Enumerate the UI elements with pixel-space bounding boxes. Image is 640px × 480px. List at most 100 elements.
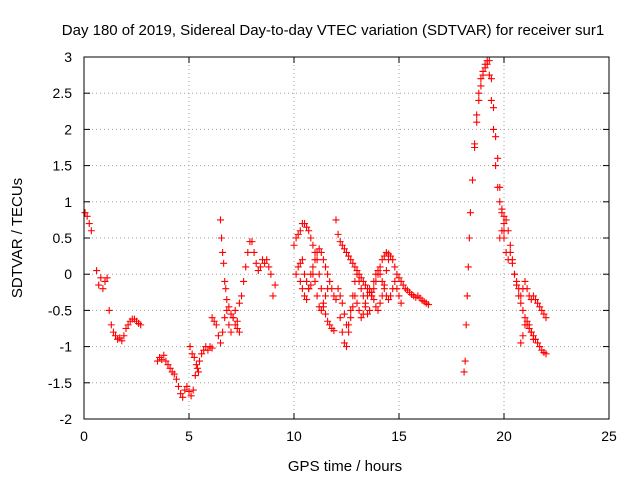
data-point bbox=[355, 306, 363, 314]
data-point bbox=[485, 57, 493, 65]
data-point bbox=[385, 296, 392, 304]
data-point bbox=[330, 292, 338, 300]
data-point bbox=[292, 270, 300, 278]
data-point bbox=[233, 325, 241, 332]
x-tick-label: 25 bbox=[601, 428, 617, 444]
data-point bbox=[315, 245, 323, 253]
data-point bbox=[376, 270, 384, 278]
data-point bbox=[191, 372, 199, 380]
data-point bbox=[97, 274, 105, 282]
data-point bbox=[374, 306, 382, 314]
data-point bbox=[519, 332, 527, 340]
data-point bbox=[256, 263, 264, 271]
data-point bbox=[504, 227, 512, 235]
data-point bbox=[332, 216, 340, 224]
data-point bbox=[324, 285, 332, 293]
data-point bbox=[208, 344, 216, 352]
data-point bbox=[294, 263, 302, 271]
data-point bbox=[181, 386, 189, 394]
data-point bbox=[175, 382, 182, 390]
data-point bbox=[527, 328, 535, 336]
data-point bbox=[540, 310, 548, 318]
data-point bbox=[349, 303, 357, 311]
data-point bbox=[477, 75, 485, 83]
data-point bbox=[332, 296, 340, 304]
data-point bbox=[498, 209, 506, 217]
y-tick-labels: -2 -1.5 -1 -0.5 0 0.5 1 1.5 2 2.5 3 bbox=[48, 49, 72, 427]
data-point bbox=[188, 350, 196, 358]
data-point bbox=[508, 259, 516, 267]
data-point bbox=[357, 314, 365, 322]
data-point bbox=[229, 314, 237, 322]
data-point bbox=[391, 277, 399, 285]
series-arc4 bbox=[186, 343, 202, 376]
series-arc10 bbox=[296, 263, 332, 314]
data-point bbox=[298, 256, 306, 264]
data-point bbox=[223, 296, 231, 304]
data-point bbox=[483, 60, 491, 68]
data-point bbox=[368, 288, 376, 296]
data-point bbox=[164, 361, 172, 369]
data-point bbox=[210, 317, 218, 325]
data-point bbox=[399, 281, 407, 289]
data-point bbox=[532, 296, 539, 304]
axis-ticks bbox=[83, 56, 610, 420]
series-arc15 bbox=[471, 60, 508, 228]
series-arc1 bbox=[81, 209, 95, 235]
data-point bbox=[424, 301, 432, 309]
data-point bbox=[187, 392, 195, 400]
series-arc3 bbox=[154, 343, 216, 401]
x-tick-label: 10 bbox=[286, 428, 302, 444]
y-tick-label: 1 bbox=[64, 194, 72, 210]
data-point bbox=[336, 292, 344, 300]
data-point bbox=[345, 328, 353, 336]
data-point bbox=[391, 263, 399, 271]
data-point bbox=[340, 245, 348, 253]
data-point bbox=[397, 277, 405, 285]
series-arc5 bbox=[208, 238, 275, 347]
data-point bbox=[242, 263, 250, 271]
data-point bbox=[118, 337, 126, 345]
data-point bbox=[473, 111, 481, 119]
data-point bbox=[376, 299, 384, 307]
data-point bbox=[517, 299, 525, 307]
data-point bbox=[380, 252, 388, 260]
x-tick-labels: 0 5 10 15 20 25 bbox=[80, 428, 617, 444]
data-point bbox=[536, 303, 544, 311]
data-point bbox=[496, 198, 504, 206]
data-point bbox=[93, 267, 101, 275]
data-point bbox=[490, 104, 497, 112]
data-point bbox=[160, 351, 168, 359]
y-tick-label: -2 bbox=[60, 411, 73, 427]
data-point bbox=[303, 223, 311, 231]
data-point bbox=[465, 234, 473, 242]
data-point bbox=[529, 292, 537, 300]
data-point bbox=[380, 281, 388, 289]
data-point bbox=[347, 256, 355, 264]
data-point bbox=[212, 321, 220, 329]
y-tick-label: 3 bbox=[64, 49, 72, 65]
data-point bbox=[464, 263, 472, 271]
data-point bbox=[538, 306, 546, 314]
data-point bbox=[204, 346, 212, 354]
data-point bbox=[166, 364, 174, 372]
data-point bbox=[517, 292, 525, 300]
x-tick-label: 15 bbox=[391, 428, 407, 444]
data-point bbox=[307, 234, 315, 242]
data-point bbox=[534, 339, 542, 347]
data-point bbox=[338, 299, 346, 307]
y-tick-label: -1 bbox=[60, 339, 73, 355]
series-arc8 bbox=[290, 220, 338, 335]
data-point bbox=[395, 274, 403, 282]
data-point bbox=[223, 306, 231, 314]
data-point bbox=[353, 270, 361, 278]
data-point bbox=[240, 277, 248, 285]
data-point bbox=[317, 248, 325, 256]
data-point bbox=[521, 277, 529, 285]
data-point bbox=[179, 393, 187, 401]
y-tick-label: 0 bbox=[64, 266, 72, 282]
data-point bbox=[303, 277, 311, 285]
data-point bbox=[345, 252, 353, 260]
data-point bbox=[357, 274, 365, 282]
